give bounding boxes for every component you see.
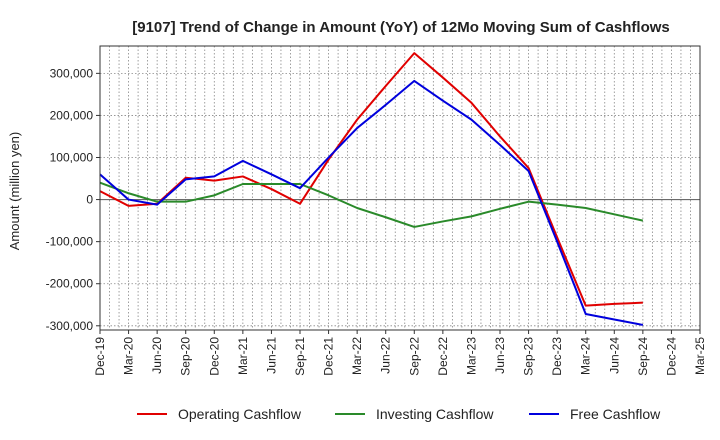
x-tick-label: Dec-20 (207, 337, 221, 376)
y-axis-label: Amount (million yen) (7, 132, 22, 251)
x-axis-ticks: Dec-19 Mar-20 Jun-20 Sep-20 Dec-20 Mar-21 Jun-… (93, 330, 707, 376)
x-tick-label: Dec-19 (93, 337, 107, 376)
x-tick-label: Jun-20 (150, 337, 164, 374)
plot-frame (99, 45, 701, 331)
x-tick-label: Jun-24 (607, 337, 621, 374)
y-tick-label: 300,000 (50, 66, 94, 80)
grid-lines (100, 46, 700, 330)
x-tick-label: Mar-24 (579, 337, 593, 375)
x-tick-label: Jun-21 (264, 337, 278, 374)
x-tick-label: Dec-21 (322, 337, 336, 376)
x-tick-label: Sep-22 (407, 337, 421, 376)
x-tick-label: Mar-20 (122, 337, 136, 375)
x-tick-label: Sep-21 (293, 337, 307, 376)
x-tick-label: Jun-23 (493, 337, 507, 374)
chart-title: [9107] Trend of Change in Amount (YoY) o… (132, 19, 670, 36)
x-tick-label: Mar-21 (236, 337, 250, 375)
legend-label-free-cashflow: Free Cashflow (570, 406, 661, 422)
x-tick-label: Mar-23 (464, 337, 478, 375)
free-cashflow-line (99, 79, 644, 326)
y-tick-label: 200,000 (50, 108, 94, 122)
legend-label-investing-cashflow: Investing Cashflow (376, 406, 494, 422)
series-lines (99, 52, 644, 326)
y-tick-label: 100,000 (50, 150, 94, 164)
investing-cashflow-line (99, 181, 644, 228)
x-tick-label: Dec-22 (436, 337, 450, 376)
legend: Operating Cashflow Investing Cashflow Free… (137, 406, 661, 422)
x-tick-label: Sep-23 (522, 337, 536, 376)
operating-cashflow-line (99, 52, 643, 307)
x-tick-label: Mar-25 (693, 337, 707, 375)
y-tick-label: 0 (86, 193, 93, 207)
x-tick-label: Dec-23 (550, 337, 564, 376)
y-tick-label: -200,000 (46, 277, 94, 291)
x-tick-label: Sep-20 (179, 337, 193, 376)
y-tick-label: -300,000 (46, 319, 94, 333)
x-tick-label: Dec-24 (664, 337, 678, 376)
y-axis-ticks: 300,000 200,000 100,000 0 -100,000 -200,000 -3… (46, 66, 100, 333)
x-tick-label: Jun-22 (379, 337, 393, 374)
x-tick-label: Mar-22 (350, 337, 364, 375)
x-tick-label: Sep-24 (636, 337, 650, 376)
y-tick-label: -100,000 (46, 235, 94, 249)
legend-label-operating-cashflow: Operating Cashflow (178, 406, 302, 422)
